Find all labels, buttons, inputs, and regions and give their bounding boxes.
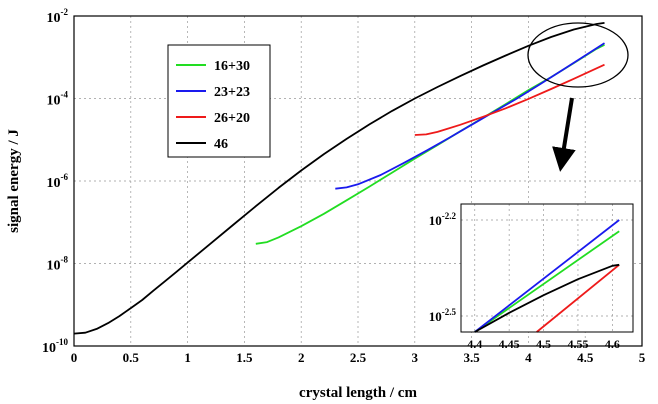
x-tick-label: 3.5 — [463, 350, 480, 365]
inset-plot: 4.4 4.45 4.5 4.55 4.6 10-2.2 10-2.5 — [429, 203, 634, 351]
x-axis-label: crystal length / cm — [299, 385, 417, 401]
legend-label: 46 — [214, 137, 228, 152]
series-line-23+23 — [335, 42, 605, 190]
x-tick-label: 3 — [412, 350, 419, 365]
inset-y-tick-label: 10-2.2 — [429, 211, 457, 228]
x-tick-label: 5 — [639, 350, 646, 365]
inset-series-line-26+20 — [536, 264, 620, 333]
inset-y-tick-label: 10-2.5 — [429, 307, 457, 324]
x-tick-label: 0.5 — [123, 350, 140, 365]
x-tick-label: 1 — [184, 350, 191, 365]
legend-label: 26+20 — [214, 111, 250, 126]
y-tick-label: 10-2 — [47, 7, 69, 26]
x-tick-label: 4 — [525, 350, 532, 365]
inset-grid — [461, 204, 633, 332]
inset-x-tick-label: 4.4 — [467, 337, 482, 351]
y-tick-label: 10-8 — [47, 255, 69, 274]
y-tick-label: 10-4 — [47, 90, 69, 109]
inset-y-ticks: 10-2.2 10-2.5 — [429, 211, 457, 324]
main-y-ticks: 10-10 10-8 10-6 10-4 10-2 — [42, 7, 68, 356]
x-tick-label: 2.5 — [350, 350, 367, 365]
x-tick-label: 2 — [298, 350, 305, 365]
x-tick-label: 0 — [71, 350, 78, 365]
x-tick-label: 4.5 — [577, 350, 594, 365]
inset-x-tick-label: 4.6 — [605, 337, 620, 351]
legend-label: 23+23 — [214, 85, 250, 100]
main-plot-series — [73, 22, 605, 335]
inset-series-line-46 — [474, 263, 620, 333]
legend: 16+30 23+23 26+20 46 — [167, 44, 271, 158]
legend-box — [167, 44, 271, 158]
zoom-region-ellipse — [527, 22, 629, 88]
zoom-arrow — [552, 97, 576, 172]
inset-x-tick-label: 4.55 — [567, 337, 588, 351]
inset-series-line-23+23 — [474, 219, 620, 333]
y-tick-label: 10-10 — [42, 337, 68, 356]
y-tick-label: 10-6 — [47, 172, 69, 191]
series-line-26+20 — [414, 63, 605, 136]
inset-series-line-16+30 — [474, 230, 620, 333]
inset-x-ticks: 4.4 4.45 4.5 4.55 4.6 — [467, 337, 620, 351]
inset-frame — [460, 203, 634, 333]
series-line-46 — [73, 22, 605, 335]
y-axis-label: signal energy / J — [6, 129, 22, 233]
inset-x-tick-label: 4.45 — [499, 337, 520, 351]
main-plot-frame — [73, 15, 643, 347]
inset-x-tick-label: 4.5 — [536, 337, 551, 351]
inset-series — [474, 219, 620, 333]
legend-label: 16+30 — [214, 59, 250, 74]
main-x-ticks: 0 0.5 1 1.5 2 2.5 3 3.5 4 4.5 5 — [71, 350, 646, 365]
x-tick-label: 1.5 — [236, 350, 253, 365]
